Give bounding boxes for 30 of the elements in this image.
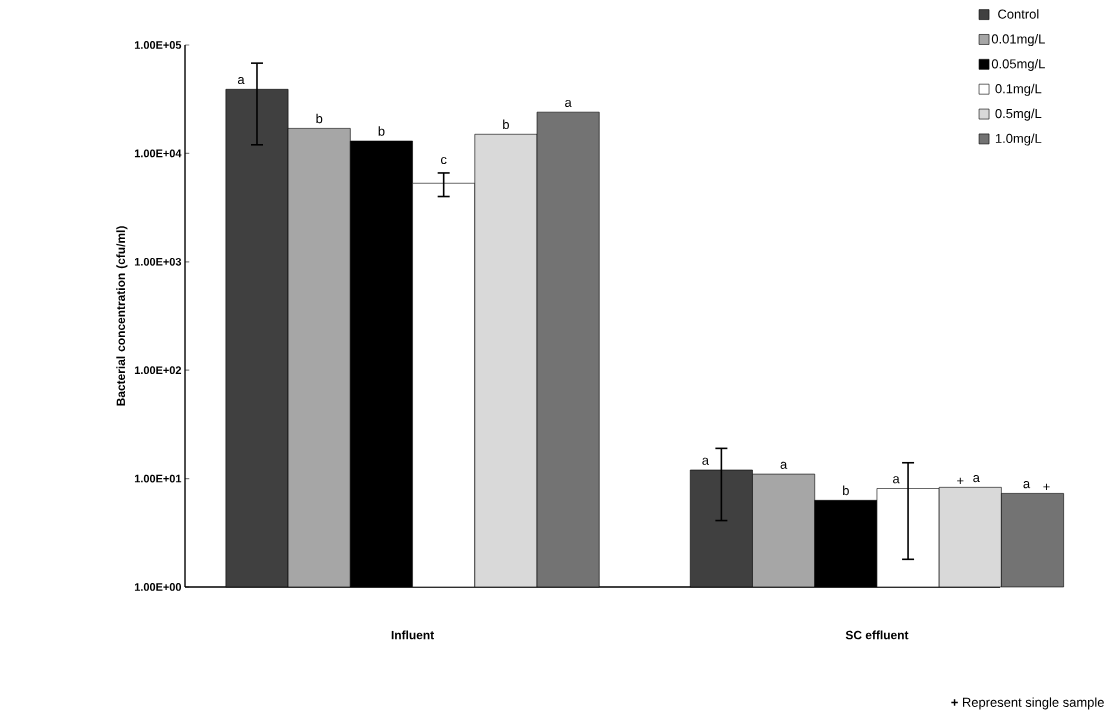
annotation: a — [237, 77, 245, 85]
legend-label: Control — [998, 9, 1039, 19]
y-tick-label: 1.00E+00 — [134, 583, 182, 591]
y-tick-label: 1.00E+04 — [134, 149, 182, 158]
y-tick-label: 1.00E+01 — [134, 474, 182, 483]
x-tick-label: SC effluent — [845, 630, 909, 640]
x-tick-label: Influent — [391, 630, 434, 640]
annotation: b — [843, 485, 849, 496]
legend-label: 0.01mg/L — [991, 34, 1045, 47]
annotation: b — [378, 126, 385, 136]
annotation: a — [565, 99, 572, 107]
legend-label: 0.1mg/L — [995, 83, 1042, 96]
y-tick-label: 1.00E+03 — [134, 257, 182, 266]
legend-label: 0.5mg/L — [995, 108, 1042, 121]
annotation: a — [893, 476, 900, 484]
legend-label: 1.0mg/L — [995, 133, 1042, 146]
annotation: + — [957, 477, 964, 485]
annotation: a — [973, 475, 980, 483]
y-axis-title: Bacterial concentration (cfu/ml) — [116, 226, 128, 406]
y-tick-label: 1.00E+05 — [134, 41, 182, 49]
text: a — [1023, 481, 1031, 489]
annotation: b — [316, 113, 323, 124]
annotation: c — [440, 156, 447, 165]
text: + Represent single sample — [951, 697, 1104, 710]
annotation: b — [503, 119, 509, 130]
legend-label: 0.05mg/L — [991, 58, 1045, 71]
text: + — [1043, 483, 1050, 491]
y-tick-label: 1.00E+02 — [134, 366, 182, 375]
annotation: a — [702, 457, 709, 465]
annotation: a — [780, 461, 788, 469]
